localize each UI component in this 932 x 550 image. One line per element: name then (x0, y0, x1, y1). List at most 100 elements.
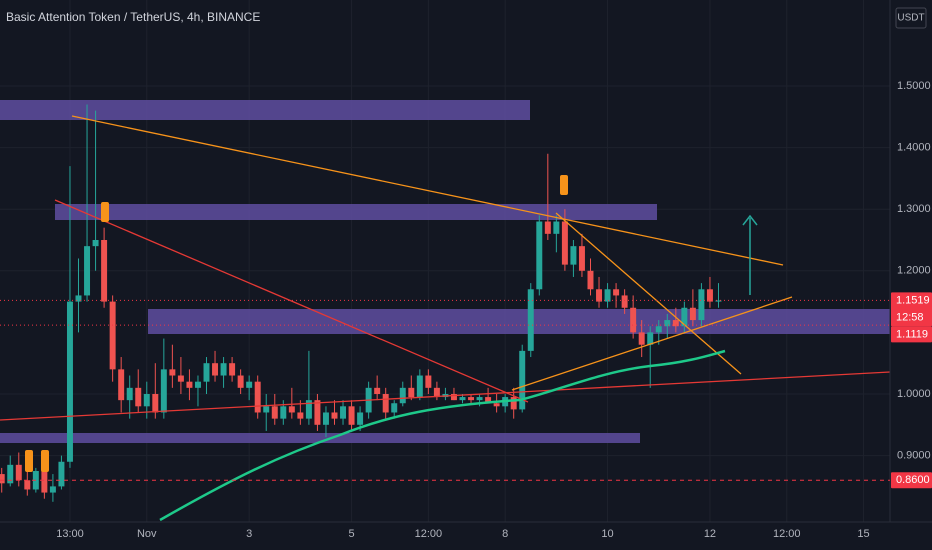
candle-body (485, 397, 492, 404)
flag (101, 202, 109, 222)
candle-body (101, 239, 108, 302)
x-tick-label: 5 (349, 528, 355, 540)
candle-body (143, 393, 150, 407)
y-tick-label: 1.3000 (897, 203, 931, 215)
x-tick-label: 13:00 (56, 528, 84, 540)
y-tick-label: 1.0000 (897, 388, 931, 400)
candle-body (75, 295, 82, 302)
candle-body (58, 461, 65, 487)
x-tick-label: 15 (857, 528, 869, 540)
candle-body (322, 412, 329, 425)
candle-body (561, 221, 568, 265)
candle-body (570, 246, 577, 265)
candle-body (391, 403, 398, 413)
price-label: 0.8600 (896, 474, 930, 486)
candle-body (254, 381, 261, 413)
candle-body (160, 369, 167, 413)
candle-body (357, 412, 364, 425)
x-tick-label: 3 (246, 528, 252, 540)
candle-body (664, 320, 671, 327)
zone (55, 204, 657, 220)
trend-line (54, 199, 529, 403)
price-label-box (891, 292, 932, 327)
candle-body (553, 221, 560, 234)
candles (0, 104, 722, 502)
candle-body (527, 289, 534, 351)
x-tick-label: 12:00 (415, 528, 443, 540)
candle-body (578, 246, 585, 271)
candle-body (7, 464, 14, 484)
candle-body (348, 406, 355, 425)
candle-body (655, 326, 662, 333)
currency-box (895, 7, 927, 29)
x-tick-label: Nov (137, 528, 157, 540)
candle-body (92, 239, 99, 247)
flag (25, 450, 33, 472)
candle-body (41, 470, 48, 493)
zone (148, 309, 890, 334)
y-tick-label: 1.5000 (897, 80, 931, 92)
candle-body (186, 381, 193, 388)
x-tick-label: 12:00 (773, 528, 801, 540)
candle-body (229, 363, 236, 376)
candle-body (681, 307, 688, 327)
candle-body (476, 397, 483, 401)
price-label-box (891, 472, 932, 489)
candle-body (305, 400, 312, 419)
arrow-head (742, 214, 758, 226)
candle-body (647, 332, 654, 345)
candle-body (194, 381, 201, 388)
candle-body (536, 221, 543, 290)
candle-body (587, 270, 594, 290)
candle-body (630, 307, 637, 333)
candle-body (237, 375, 244, 388)
candle-body (49, 486, 56, 493)
candle-body (271, 406, 278, 419)
candle-body (126, 387, 133, 401)
candle-body (613, 289, 620, 296)
price-label: 1.1519 (896, 294, 930, 306)
price-axis (890, 0, 932, 550)
candle-body (604, 289, 611, 302)
candle-body (425, 375, 432, 388)
candle-body (459, 397, 466, 401)
candle-body (177, 375, 184, 382)
x-tick-label: 12 (704, 528, 716, 540)
candle-body (0, 474, 5, 484)
trend-line (555, 212, 742, 375)
candle-body (152, 393, 159, 413)
candle-body (135, 387, 142, 407)
currency: USDT (897, 13, 924, 24)
candle-body (280, 406, 287, 419)
candle-body (118, 369, 125, 401)
candle-body (382, 393, 389, 413)
price-label-box (891, 326, 932, 343)
trend-line (511, 296, 793, 391)
candle-body (544, 221, 551, 234)
zone (0, 433, 640, 443)
candle-body (220, 363, 227, 376)
candle-body (519, 350, 526, 410)
candle-body (24, 480, 31, 490)
drawings (0, 100, 890, 443)
candle-body (672, 320, 679, 327)
x-tick-label: 8 (502, 528, 508, 540)
candle-body (621, 295, 628, 308)
y-tick-label: 1.4000 (897, 142, 931, 154)
y-tick-label: 0.9000 (897, 450, 931, 462)
zone (0, 100, 530, 120)
candle-body (109, 301, 116, 370)
candle-body (297, 412, 304, 419)
y-tick-label: 1.2000 (897, 265, 931, 277)
candle-body (169, 369, 176, 376)
candle-body (331, 412, 338, 419)
candle-body (340, 406, 347, 419)
drawings (0, 115, 891, 522)
candle-body (399, 387, 406, 404)
candle-body (689, 307, 696, 321)
candle-body (314, 400, 321, 425)
candle-body (638, 332, 645, 345)
